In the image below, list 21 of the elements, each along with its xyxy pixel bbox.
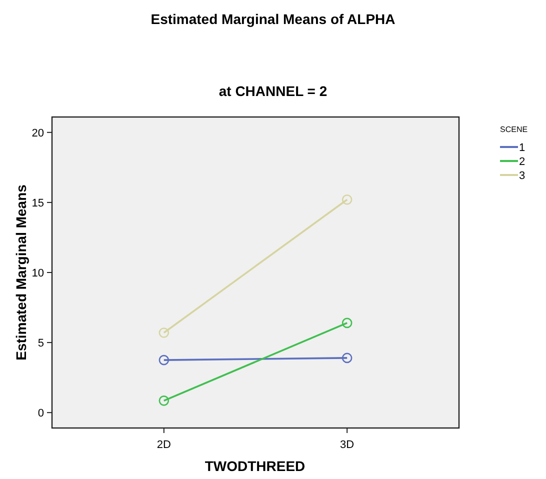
y-tick-label: 10 bbox=[32, 268, 44, 280]
y-tick-label: 0 bbox=[38, 408, 44, 420]
legend-title: SCENE bbox=[500, 125, 528, 134]
x-axis-title: TWODTHREED bbox=[204, 458, 306, 474]
x-tick-label: 3D bbox=[340, 439, 354, 451]
y-axis-title: Estimated Marginal Means bbox=[13, 184, 29, 360]
chart-subtitle: at CHANNEL = 2 bbox=[218, 83, 328, 99]
point bbox=[342, 318, 352, 328]
legend-label: 1 bbox=[519, 142, 526, 154]
y-tick-label: 15 bbox=[32, 197, 44, 210]
point bbox=[342, 352, 352, 364]
y-tick-label: 20 bbox=[32, 127, 44, 140]
x-tick-label: 2D bbox=[156, 439, 171, 451]
chart-title: Estimated Marginal Means of ALPHA bbox=[150, 11, 396, 27]
legend-label: 3 bbox=[519, 170, 526, 182]
point bbox=[342, 194, 352, 205]
point bbox=[158, 328, 170, 338]
point bbox=[158, 354, 170, 366]
legend-label: 2 bbox=[519, 156, 526, 168]
point bbox=[158, 396, 170, 406]
y-tick-label: 5 bbox=[38, 338, 44, 350]
